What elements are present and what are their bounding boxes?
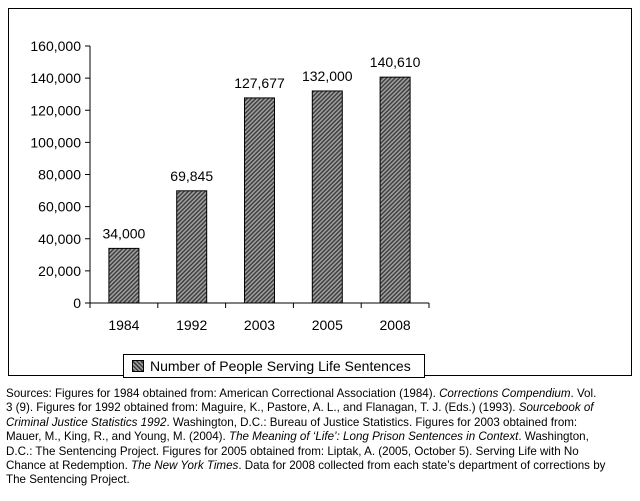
legend-label: Number of People Serving Life Sentences <box>150 358 411 374</box>
bar-1984 <box>108 247 140 304</box>
y-tick-label: 0 <box>73 295 81 311</box>
x-tick-label: 1984 <box>108 317 139 333</box>
x-axis: 1984 1992 2003 2005 2008 <box>89 302 430 333</box>
bar-2008 <box>379 76 411 304</box>
data-label-2005: 132,000 <box>302 68 353 84</box>
x-tick-label: 2008 <box>380 317 411 333</box>
sources-line: Criminal Justice Statistics 1992. Washin… <box>6 415 578 429</box>
legend-swatch <box>132 360 144 372</box>
y-tick-label: 80,000 <box>38 167 81 183</box>
bars <box>108 76 411 304</box>
x-tick-label: 1992 <box>176 317 207 333</box>
citation-title: Criminal Justice Statistics 1992 <box>6 415 167 429</box>
y-tick-label: 140,000 <box>30 70 81 86</box>
sources-line: Mauer, M., King, R., and Young, M. (2004… <box>6 430 589 444</box>
x-tick-label: 2005 <box>312 317 343 333</box>
y-axis: 0 20,000 40,000 60,000 80,000 100,000 120,000 1… <box>30 38 91 311</box>
x-tick-label: 2003 <box>244 317 275 333</box>
sources-line: Sources: Figures for 1984 obtained from:… <box>6 387 597 400</box>
sources-line: Chance at Redemption. The New York Times… <box>6 459 606 473</box>
y-tick-label: 20,000 <box>38 263 81 279</box>
chart-area: 0 20,000 40,000 60,000 80,000 100,000 120,000 1… <box>8 8 632 378</box>
citation-title: Sourcebook of <box>518 401 594 415</box>
bar-2005 <box>311 90 343 304</box>
y-tick-label: 120,000 <box>30 102 81 118</box>
y-tick-label: 100,000 <box>30 134 81 150</box>
y-tick-label: 40,000 <box>38 231 81 247</box>
citation-title: The Meaning of ‘Life’: Long Prison Sente… <box>228 430 519 444</box>
y-tick-label: 160,000 <box>30 38 81 54</box>
sources-note: Sources: Figures for 1984 obtained from:… <box>6 387 636 488</box>
bar-1992 <box>176 190 208 304</box>
citation-title: Corrections Compendium <box>439 387 571 400</box>
legend: Number of People Serving Life Sentences <box>123 354 425 378</box>
data-label-2003: 127,677 <box>234 75 285 91</box>
bar-2003 <box>244 97 275 304</box>
sources-line: The Sentencing Project. <box>6 473 130 487</box>
citation-title: The New York Times <box>131 459 239 473</box>
data-label-1992: 69,845 <box>170 168 213 184</box>
sources-line: 3 (9). Figures for 1992 obtained from: M… <box>6 401 594 415</box>
data-label-1984: 34,000 <box>102 225 145 241</box>
sources-line: D.C.: The Sentencing Project. Figures fo… <box>6 444 579 458</box>
data-labels: 34,000 69,845 127,677 132,000 140,610 <box>102 54 420 241</box>
bar-chart: 0 20,000 40,000 60,000 80,000 100,000 120,000 1… <box>30 38 430 333</box>
data-label-2008: 140,610 <box>370 54 421 70</box>
y-tick-label: 60,000 <box>38 199 81 215</box>
